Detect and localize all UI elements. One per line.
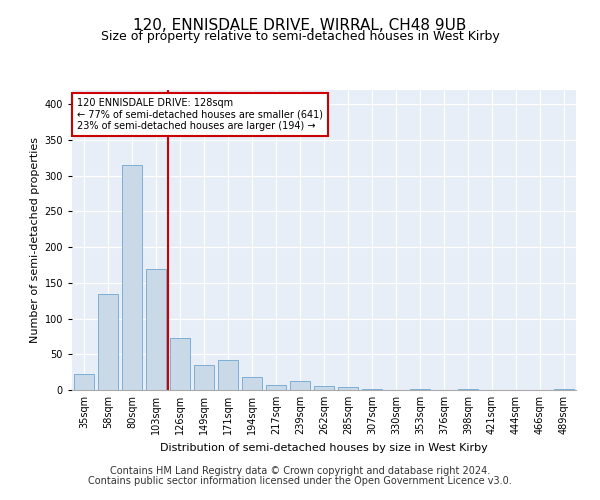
Bar <box>146 270 166 390</box>
Text: 120, ENNISDALE DRIVE, WIRRAL, CH48 9UB: 120, ENNISDALE DRIVE, WIRRAL, CH48 9UB <box>133 18 467 32</box>
Text: 120 ENNISDALE DRIVE: 128sqm
← 77% of semi-detached houses are smaller (641)
23% : 120 ENNISDALE DRIVE: 128sqm ← 77% of sem… <box>77 98 323 130</box>
Text: Contains public sector information licensed under the Open Government Licence v3: Contains public sector information licen… <box>88 476 512 486</box>
Bar <box>170 338 190 390</box>
Bar <box>266 385 286 390</box>
Text: Size of property relative to semi-detached houses in West Kirby: Size of property relative to semi-detach… <box>101 30 499 43</box>
Bar <box>218 360 238 390</box>
X-axis label: Distribution of semi-detached houses by size in West Kirby: Distribution of semi-detached houses by … <box>160 442 488 452</box>
Bar <box>194 365 214 390</box>
Bar <box>74 374 94 390</box>
Bar <box>122 165 142 390</box>
Text: Contains HM Land Registry data © Crown copyright and database right 2024.: Contains HM Land Registry data © Crown c… <box>110 466 490 476</box>
Bar <box>98 294 118 390</box>
Bar <box>242 377 262 390</box>
Bar <box>290 382 310 390</box>
Bar <box>554 388 574 390</box>
Bar <box>458 388 478 390</box>
Bar <box>338 387 358 390</box>
Bar <box>314 386 334 390</box>
Y-axis label: Number of semi-detached properties: Number of semi-detached properties <box>30 137 40 343</box>
